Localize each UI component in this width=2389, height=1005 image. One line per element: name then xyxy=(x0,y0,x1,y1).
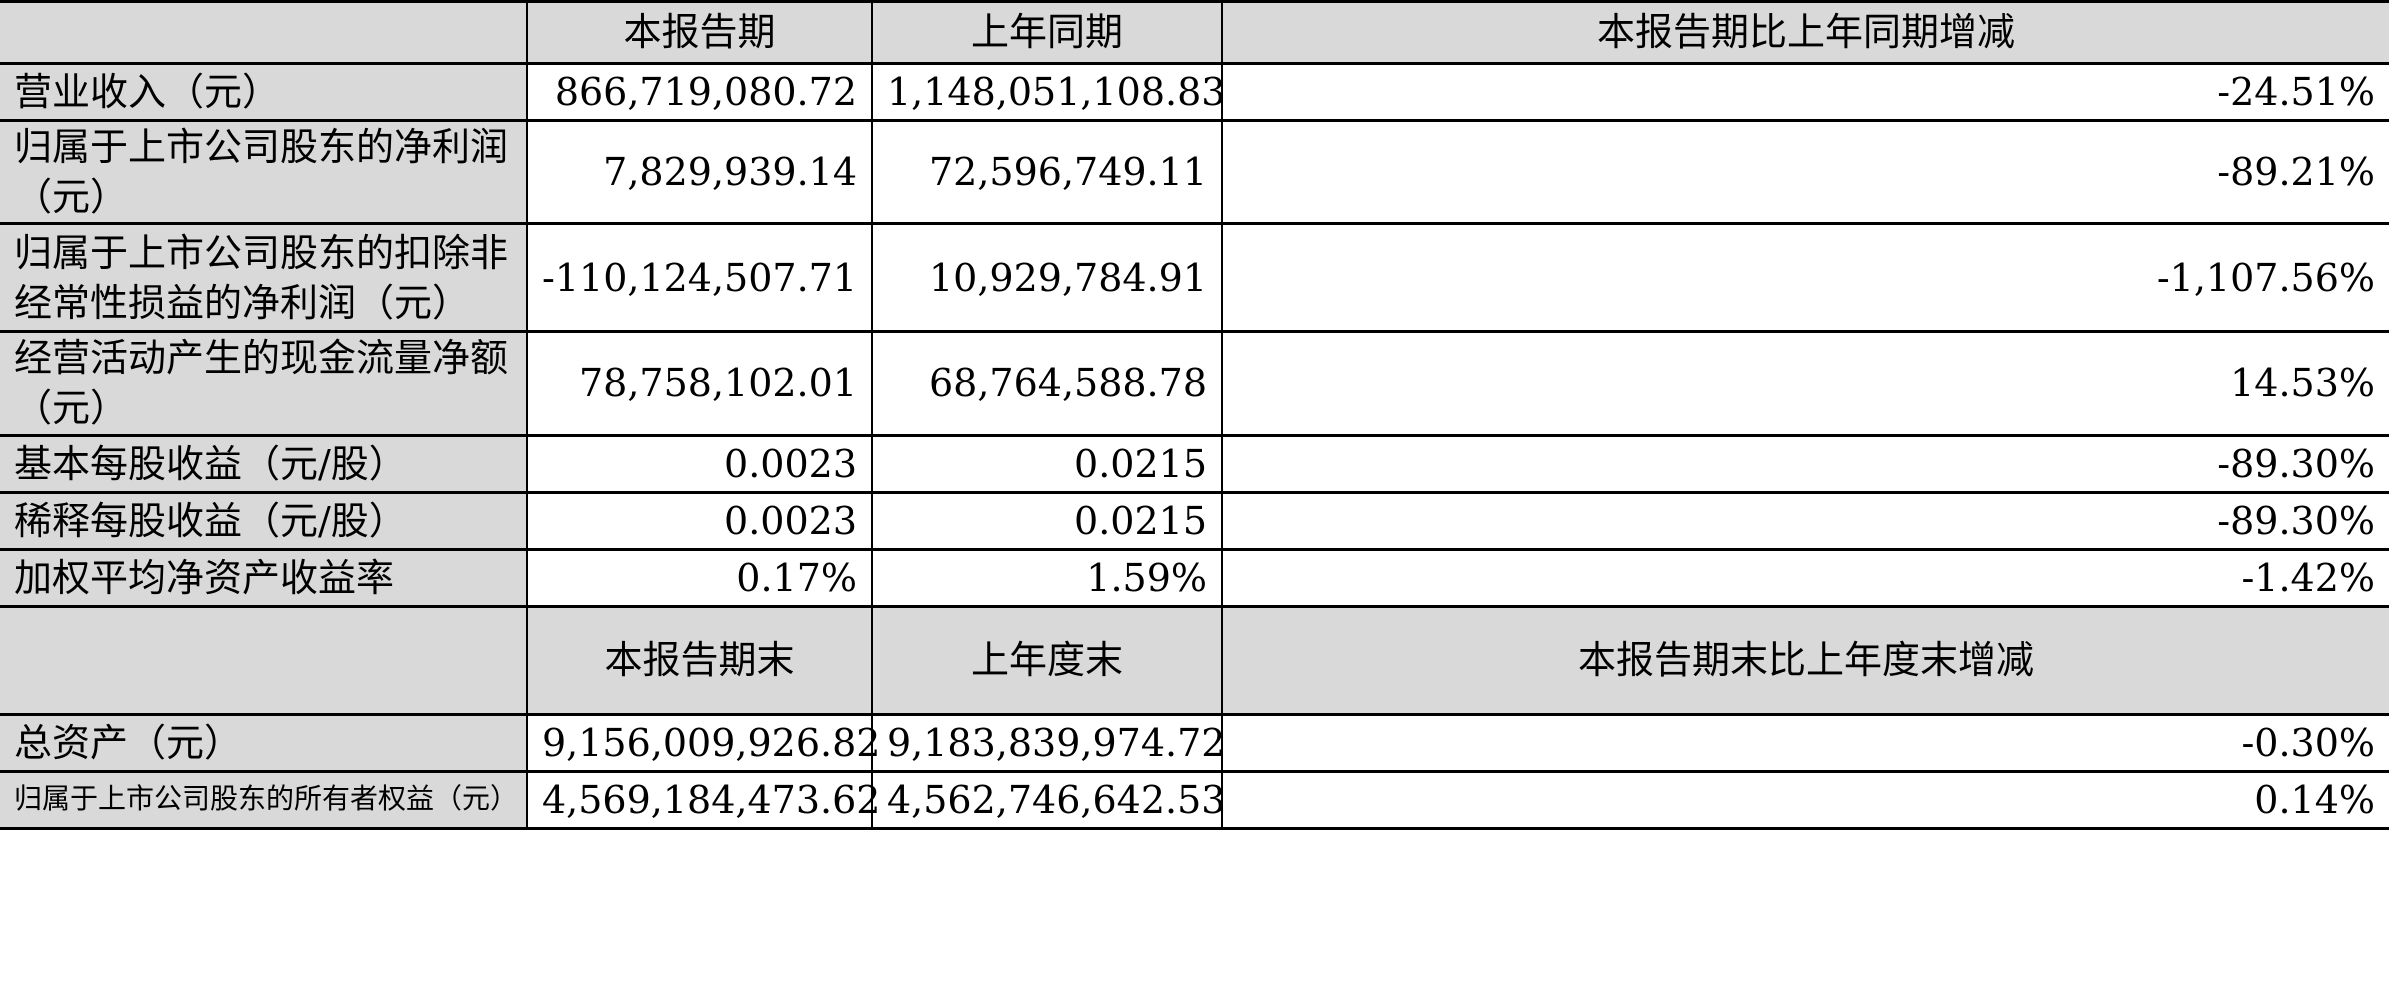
cell-weighted-roe-change: -1.42% xyxy=(1221,547,2389,608)
cell-deducted-net-profit-previous: 10,929,784.91 xyxy=(871,222,1223,334)
header-cell-blank-2 xyxy=(0,604,528,716)
cell-equity-previous: 4,562,746,642.53 xyxy=(871,769,1225,830)
row-label-deducted-net-profit: 归属于上市公司股东的扣除非经常性损益的净利润（元） xyxy=(0,222,528,334)
cell-net-profit-previous: 72,596,749.11 xyxy=(871,118,1223,226)
cell-operating-cash-flow-change: 14.53% xyxy=(1221,330,2389,437)
cell-total-assets-previous: 9,183,839,974.72 xyxy=(871,712,1225,773)
header-cell-blank xyxy=(0,0,528,65)
row-label-total-assets: 总资产（元） xyxy=(0,712,528,773)
cell-diluted-eps-current: 0.0023 xyxy=(526,490,873,551)
row-label-weighted-roe: 加权平均净资产收益率 xyxy=(0,547,528,608)
header-cell-previous-period: 上年同期 xyxy=(871,0,1223,65)
cell-equity-current: 4,569,184,473.62 xyxy=(526,769,880,830)
cell-basic-eps-change: -89.30% xyxy=(1221,433,2389,494)
table-row: 归属于上市公司股东的净利润（元） 7,829,939.14 72,596,749… xyxy=(0,118,2389,226)
row-label-revenue: 营业收入（元） xyxy=(0,62,528,122)
cell-net-profit-change: -89.21% xyxy=(1221,118,2389,226)
cell-diluted-eps-change: -89.30% xyxy=(1221,490,2389,551)
cell-revenue-previous: 1,148,051,108.83 xyxy=(871,62,1225,122)
table-row: 经营活动产生的现金流量净额（元） 78,758,102.01 68,764,58… xyxy=(0,330,2389,437)
cell-equity-change: 0.14% xyxy=(1221,769,2389,830)
table-row: 营业收入（元） 866,719,080.72 1,148,051,108.83 … xyxy=(0,62,2389,122)
table-row: 基本每股收益（元/股） 0.0023 0.0215 -89.30% xyxy=(0,433,2389,494)
cell-operating-cash-flow-current: 78,758,102.01 xyxy=(526,330,873,437)
row-label-basic-eps: 基本每股收益（元/股） xyxy=(0,433,528,494)
table-header-row-balance: 本报告期末 上年度末 本报告期末比上年度末增减 xyxy=(0,604,2389,716)
cell-weighted-roe-current: 0.17% xyxy=(526,547,873,608)
row-label-diluted-eps: 稀释每股收益（元/股） xyxy=(0,490,528,551)
cell-net-profit-current: 7,829,939.14 xyxy=(526,118,873,226)
cell-operating-cash-flow-previous: 68,764,588.78 xyxy=(871,330,1223,437)
financial-summary-table: 本报告期 上年同期 本报告期比上年同期增减 营业收入（元） 866,719,08… xyxy=(0,0,2389,830)
row-label-operating-cash-flow: 经营活动产生的现金流量净额（元） xyxy=(0,330,528,437)
cell-diluted-eps-previous: 0.0215 xyxy=(871,490,1223,551)
header-cell-previous-year-end: 上年度末 xyxy=(871,604,1223,716)
table-row: 稀释每股收益（元/股） 0.0023 0.0215 -89.30% xyxy=(0,490,2389,551)
cell-revenue-change: -24.51% xyxy=(1221,62,2389,122)
table-row: 加权平均净资产收益率 0.17% 1.59% -1.42% xyxy=(0,547,2389,608)
cell-deducted-net-profit-change: -1,107.56% xyxy=(1221,222,2389,334)
row-label-net-profit: 归属于上市公司股东的净利润（元） xyxy=(0,118,528,226)
row-label-equity: 归属于上市公司股东的所有者权益（元） xyxy=(0,769,528,830)
header-cell-period-change: 本报告期比上年同期增减 xyxy=(1221,0,2389,65)
cell-revenue-current: 866,719,080.72 xyxy=(526,62,873,122)
table-row: 归属于上市公司股东的扣除非经常性损益的净利润（元） -110,124,507.7… xyxy=(0,222,2389,334)
header-cell-current-period-end: 本报告期末 xyxy=(526,604,873,716)
table-row: 归属于上市公司股东的所有者权益（元） 4,569,184,473.62 4,56… xyxy=(0,769,2389,830)
cell-weighted-roe-previous: 1.59% xyxy=(871,547,1223,608)
cell-basic-eps-current: 0.0023 xyxy=(526,433,873,494)
cell-total-assets-change: -0.30% xyxy=(1221,712,2389,773)
header-cell-balance-change: 本报告期末比上年度末增减 xyxy=(1221,604,2389,716)
table-row: 总资产（元） 9,156,009,926.82 9,183,839,974.72… xyxy=(0,712,2389,773)
cell-deducted-net-profit-current: -110,124,507.71 xyxy=(526,222,873,334)
cell-total-assets-current: 9,156,009,926.82 xyxy=(526,712,880,773)
table-header-row-period: 本报告期 上年同期 本报告期比上年同期增减 xyxy=(0,0,2389,65)
cell-basic-eps-previous: 0.0215 xyxy=(871,433,1223,494)
header-cell-current-period: 本报告期 xyxy=(526,0,873,65)
